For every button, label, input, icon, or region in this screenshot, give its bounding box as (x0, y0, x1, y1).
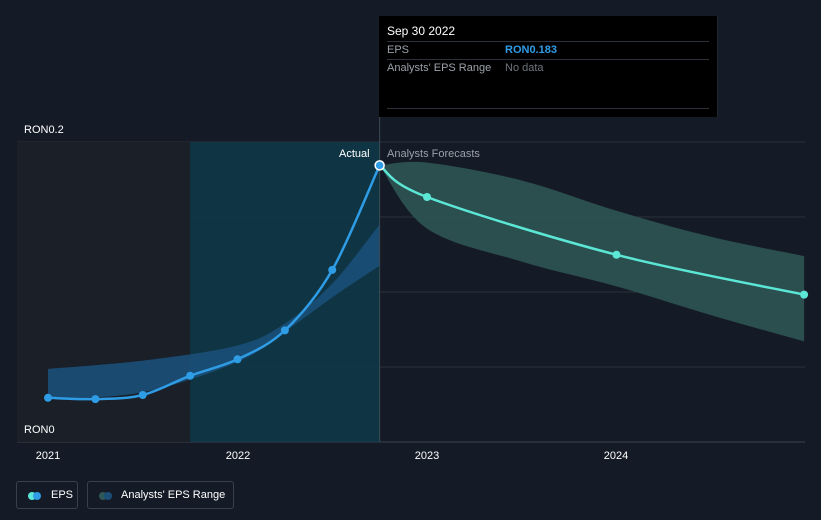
tooltip-eps-row: EPS RON0.183 (387, 41, 709, 60)
tooltip-eps-value: RON0.183 (505, 44, 557, 56)
eps-forecast-point (612, 250, 621, 259)
eps-forecast-line (378, 164, 805, 296)
legend-eps-icon-secondary (33, 492, 41, 500)
legend-range[interactable]: Analysts' EPS Range (87, 481, 234, 509)
tooltip-divider (387, 108, 709, 109)
x-tick-label-2021: 2021 (35, 450, 61, 462)
tooltip-range-row: Analysts' EPS Range No data (387, 59, 709, 78)
eps-actual-point (328, 265, 337, 274)
highlight-region (190, 142, 380, 442)
x-tick-label-2024: 2024 (603, 450, 629, 462)
actual-label: Actual (339, 148, 370, 160)
legend-eps[interactable]: EPS (16, 481, 78, 509)
legend-range-label: Analysts' EPS Range (121, 489, 226, 501)
past-range-band (48, 224, 380, 400)
forecast-label: Analysts Forecasts (387, 148, 480, 160)
data-points (44, 160, 809, 404)
y-tick-label-bottom: RON0 (24, 424, 55, 436)
eps-actual-point (233, 355, 242, 364)
eps-actual-point (44, 393, 52, 402)
y-tick-label-top: RON0.2 (24, 124, 64, 136)
tooltip-range-label: Analysts' EPS Range (387, 62, 492, 74)
legend-eps-icon (28, 492, 36, 500)
eps-actual-point (91, 395, 100, 404)
x-tick-label-2023: 2023 (414, 450, 440, 462)
eps-actual-point (138, 391, 147, 399)
tooltip-range-value: No data (505, 62, 544, 74)
eps-actual-point (186, 371, 195, 380)
eps-actual-point (374, 160, 385, 171)
forecast-range-band (379, 161, 805, 342)
eps-actual-point (280, 326, 289, 335)
tooltip-date: Sep 30 2022 (387, 24, 456, 38)
legend-range-icon (99, 492, 107, 500)
tooltip-eps-label: EPS (387, 44, 410, 56)
eps-forecast-point (800, 290, 809, 299)
x-tick-label-2022: 2022 (225, 450, 251, 462)
past-shade-region (17, 142, 191, 442)
eps-forecast-point (423, 193, 431, 201)
legend-eps-label: EPS (51, 489, 74, 501)
tooltip: Sep 30 2022 EPS RON0.183 Analysts' EPS R… (379, 16, 718, 117)
legend-range-icon-secondary (104, 492, 112, 500)
